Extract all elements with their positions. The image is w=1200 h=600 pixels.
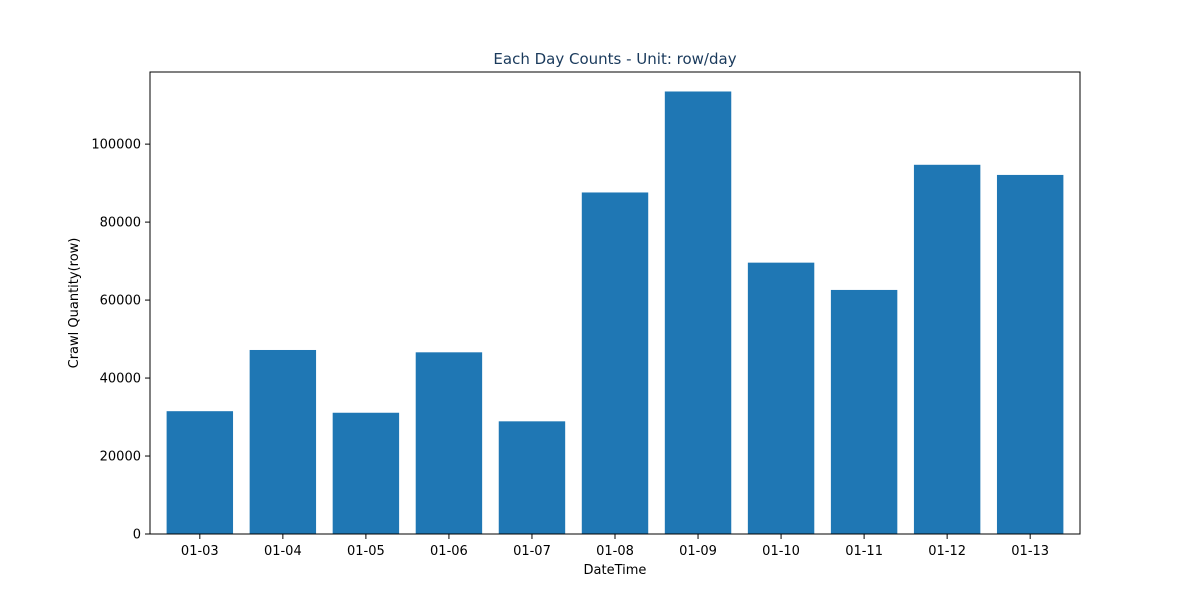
chart-title: Each Day Counts - Unit: row/day [493,50,736,68]
bars-group [166,91,1064,535]
bar-01-10 [747,262,815,534]
x-tick-label: 01-03 [181,544,219,559]
y-axis-ticks: 0 20000 40000 60000 80000 100000 [91,138,150,543]
y-tick-label: 0 [133,528,141,543]
y-tick-label: 20000 [100,450,141,465]
bar-01-12 [913,164,981,535]
y-tick-label: 80000 [100,216,141,231]
x-tick-label: 01-04 [264,544,302,559]
x-tick-label: 01-13 [1011,544,1049,559]
plot-frame [149,71,1081,535]
x-axis-label: DateTime [584,563,647,578]
x-tick-label: 01-12 [928,544,966,559]
y-tick-label: 40000 [100,372,141,387]
y-tick-label: 100000 [91,138,141,153]
bar-01-13 [996,174,1064,534]
bar-01-08 [581,192,649,534]
bar-01-07 [498,421,566,534]
bar-01-06 [415,352,483,534]
bar-01-04 [249,349,317,534]
y-axis-label: Crawl Quantity(row) [67,238,82,369]
x-tick-label: 01-11 [845,544,883,559]
bar-01-03 [166,411,234,534]
x-tick-label: 01-08 [596,544,634,559]
bar-01-11 [830,289,898,534]
bar-01-09 [664,91,732,535]
y-tick-label: 60000 [100,294,141,309]
x-tick-label: 01-10 [762,544,800,559]
x-tick-label: 01-06 [430,544,468,559]
x-axis-ticks: 01-03 01-04 01-05 01-06 01-07 01-08 01-09 01-10… [181,534,1049,559]
x-tick-label: 01-09 [679,544,717,559]
x-tick-label: 01-07 [513,544,551,559]
bar-01-05 [332,412,400,534]
x-tick-label: 01-05 [347,544,385,559]
